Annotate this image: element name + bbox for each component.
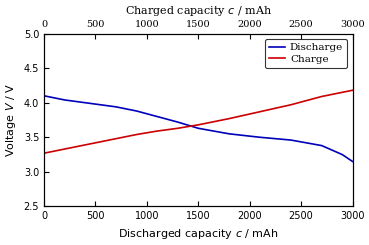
Legend: Discharge, Charge: Discharge, Charge bbox=[265, 39, 347, 68]
Y-axis label: Voltage $V$ / V: Voltage $V$ / V bbox=[4, 83, 18, 157]
X-axis label: Discharged capacity $c$ / mAh: Discharged capacity $c$ / mAh bbox=[118, 227, 279, 241]
X-axis label: Charged capacity $c$ / mAh: Charged capacity $c$ / mAh bbox=[125, 4, 272, 18]
